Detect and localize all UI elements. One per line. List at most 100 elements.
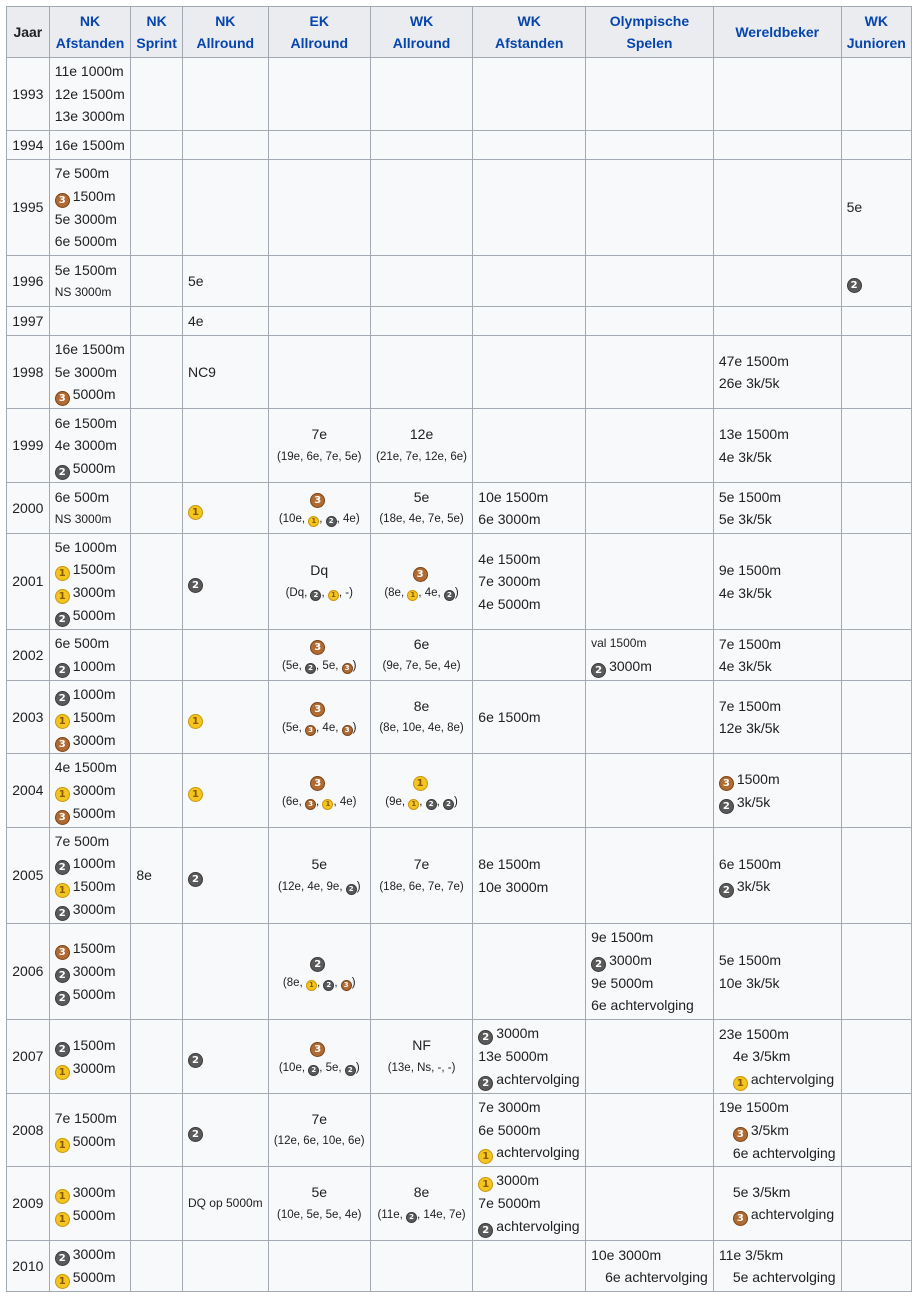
- silver-medal-icon: 2: [308, 1064, 320, 1076]
- result-line: 8e: [413, 697, 430, 714]
- year-cell: 1995: [6, 159, 50, 256]
- result-line: 4e 3/5km: [732, 1048, 791, 1064]
- column-header-label: Afstanden: [494, 35, 564, 51]
- table-cell: 9e 1500m 4e 3k/5k: [712, 533, 842, 630]
- bronze-medal-icon: 3: [54, 945, 70, 960]
- table-cell: 3 (5e, 2, 5e, 3): [267, 629, 371, 681]
- year-cell: 2005: [6, 827, 50, 924]
- gold-medal-icon: 1: [187, 713, 203, 729]
- result-line: 26e 3k/5k: [718, 375, 780, 391]
- distance-breakdown: (18e, 4e, 7e, 5e): [379, 513, 464, 525]
- silver-medal-icon: 2: [591, 662, 607, 678]
- table-cell: [267, 1240, 371, 1292]
- table-cell: 1 (9e, 1, 2, 2): [369, 753, 474, 828]
- silver-medal-icon: 2: [425, 798, 437, 810]
- result-line: 4e 3k/5k: [718, 448, 772, 465]
- result-line: 10e 3000m: [591, 1246, 662, 1263]
- column-header[interactable]: WK Allround: [369, 6, 474, 58]
- result-line: 19e 1500m: [718, 1099, 789, 1115]
- silver-medal-icon: 2: [345, 883, 357, 895]
- table-cell: [130, 130, 183, 160]
- gold-medal-icon: 1: [187, 504, 203, 520]
- year-cell: 2007: [6, 1019, 50, 1094]
- result-line: 13e 3000m: [54, 108, 125, 125]
- result-line: NC9: [187, 363, 216, 380]
- gold-medal-icon: 1: [54, 589, 70, 605]
- result-line: 6e 1500m: [54, 414, 117, 431]
- result-line: 1 5000m: [54, 1130, 126, 1153]
- result-line: 2 3000m: [54, 898, 126, 922]
- silver-medal-icon: 2: [443, 589, 455, 601]
- table-row: 2004 4e 1500m 1 3000m 3 5000m 1 3 (6e, 3, 1, 4e)…: [6, 753, 912, 828]
- column-header[interactable]: Olympische Spelen: [585, 6, 714, 58]
- result-line: 2 1000m: [54, 852, 126, 876]
- table-cell: [130, 482, 183, 534]
- table-cell: 6e 1500m 4e 3000m 2 5000m: [48, 408, 132, 483]
- result-line: 5e: [311, 1184, 328, 1200]
- table-cell: [712, 255, 842, 307]
- table-cell: [130, 408, 183, 483]
- silver-medal-icon: 2: [305, 663, 317, 675]
- table-cell: 2: [181, 1093, 269, 1167]
- result-line: 6e: [413, 635, 430, 652]
- table-cell: [472, 255, 587, 307]
- year-cell: 2002: [6, 629, 50, 681]
- bronze-medal-icon: 3: [54, 391, 70, 406]
- silver-medal-icon: 2: [344, 1064, 356, 1076]
- column-header[interactable]: EK Allround: [267, 6, 371, 58]
- result-line: 5e 1500m: [718, 488, 782, 505]
- result-line: 13e 1500m: [718, 426, 789, 442]
- table-cell: [369, 1093, 474, 1167]
- table-cell: 2: [181, 827, 269, 924]
- result-line: 10e 1500m: [478, 488, 549, 505]
- result-line: 4e 5000m: [478, 595, 541, 612]
- table-cell: [472, 408, 587, 483]
- year-cell: 2010: [6, 1240, 50, 1292]
- column-header[interactable]: Wereldbeker: [712, 6, 842, 58]
- table-cell: 7e 500m 3 1500m 5e 3000m 6e 5000m: [48, 159, 132, 256]
- table-cell: 2 1000m 1 1500m 3 3000m: [48, 680, 132, 754]
- table-cell: 11e 1000m 12e 1500m 13e 3000m: [48, 57, 132, 131]
- result-line: 7e 5000m: [478, 1195, 541, 1212]
- column-header-label: WK: [409, 13, 434, 29]
- table-cell: [130, 1019, 183, 1094]
- bronze-medal-icon: 3: [54, 809, 70, 825]
- result-line: 5e: [413, 488, 430, 505]
- column-header[interactable]: WK Afstanden: [472, 6, 587, 58]
- table-cell: [472, 130, 587, 160]
- bronze-medal-icon: 3: [718, 775, 734, 791]
- table-cell: 5e 3/5km 3 achtervolging: [712, 1166, 842, 1241]
- result-line: 1 3000m: [478, 1169, 580, 1193]
- table-cell: 10e 1500m 6e 3000m: [472, 482, 587, 534]
- table-cell: [130, 629, 183, 681]
- result-line: 8e 1500m: [478, 856, 541, 872]
- column-header[interactable]: NK Afstanden: [48, 6, 132, 58]
- table-cell: [712, 306, 842, 336]
- result-line: 6e achtervolging: [591, 997, 694, 1014]
- result-line: 2 1000m: [54, 655, 126, 678]
- distance-breakdown: (12e, 4e, 9e, 2): [277, 880, 361, 895]
- gold-medal-icon: 1: [54, 1274, 70, 1289]
- table-cell: 1: [181, 482, 269, 534]
- table-cell: [130, 533, 183, 630]
- result-line: 1 5000m: [54, 1266, 126, 1289]
- table-cell: 16e 1500m: [48, 130, 132, 160]
- silver-medal-icon: 2: [323, 979, 335, 991]
- distance-breakdown: (10e, 5e, 5e, 4e): [277, 1208, 362, 1221]
- column-header[interactable]: NK Allround: [181, 6, 269, 58]
- table-cell: NF (13e, Ns, -, -): [369, 1019, 474, 1094]
- distance-breakdown: (18e, 6e, 7e, 7e): [379, 880, 464, 893]
- result-line: 1 3000m: [54, 1181, 126, 1204]
- table-cell: 7e (18e, 6e, 7e, 7e): [369, 827, 474, 924]
- gold-medal-icon: 1: [54, 1064, 70, 1080]
- column-header[interactable]: NK Sprint: [130, 6, 183, 58]
- table-cell: 6e (9e, 7e, 5e, 4e): [369, 629, 474, 681]
- silver-medal-icon: 2: [406, 1211, 418, 1223]
- silver-medal-icon: 2: [54, 464, 70, 480]
- result-line: 2: [187, 864, 263, 887]
- column-header[interactable]: WK Junioren: [840, 6, 912, 58]
- table-cell: [130, 57, 183, 131]
- table-cell: [267, 335, 371, 409]
- table-cell: [585, 827, 714, 924]
- column-header-label: NK: [146, 13, 167, 29]
